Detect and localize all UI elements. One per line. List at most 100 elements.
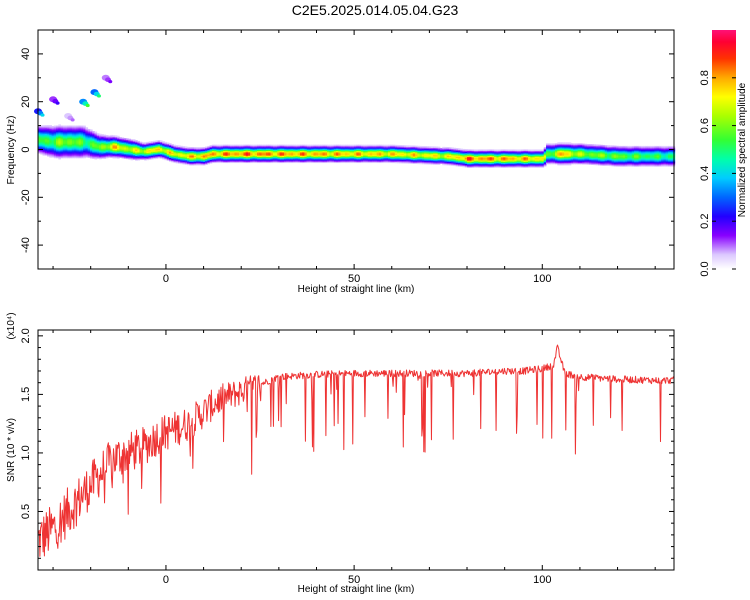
spectrogram-cell — [345, 150, 348, 153]
spectrogram-cell — [166, 142, 170, 145]
spectrogram-cell — [128, 156, 131, 159]
spectrogram-cell — [191, 155, 195, 158]
spectrogram-cell — [464, 162, 468, 164]
spectrogram-cell — [564, 144, 567, 147]
spectrogram-cell — [430, 146, 434, 148]
spectrogram-cell — [600, 159, 603, 161]
spectrogram-cell — [259, 150, 262, 153]
spectrogram-cell — [349, 155, 353, 158]
spectrogram-cell — [178, 151, 181, 153]
spectrogram-cell — [579, 162, 583, 165]
spectrogram-cell — [317, 149, 321, 152]
spectrogram-cell — [500, 151, 504, 154]
spectrogram-cell — [110, 140, 113, 143]
spectrogram-cell — [570, 150, 574, 153]
spectrogram-cell — [71, 137, 75, 140]
spectrogram-cell — [96, 152, 100, 154]
spectrogram-cell — [500, 153, 504, 155]
spectrogram-cell — [476, 149, 479, 152]
spectrogram-cell — [602, 158, 606, 160]
spectrogram-cell — [625, 145, 628, 148]
spectrogram-cell — [577, 160, 581, 162]
spectrogram-cell — [101, 148, 104, 151]
spectrogram-cell — [593, 156, 597, 158]
spectrogram-cell — [200, 153, 204, 155]
spectrogram-cell — [58, 149, 61, 152]
spectrogram-cell — [87, 152, 91, 155]
spectrogram-cell — [74, 144, 77, 147]
spectrogram-cell — [640, 153, 644, 155]
spectrogram-cell — [317, 145, 321, 148]
spectrogram-cell — [577, 145, 581, 148]
spectrogram-cell — [114, 142, 118, 145]
spectrogram-cell — [444, 154, 448, 156]
spectrogram-cell — [324, 160, 328, 162]
spectrogram-cell — [661, 145, 664, 148]
spectrogram-cell — [654, 145, 658, 148]
spectrogram-cell — [385, 151, 389, 154]
spectrogram-upper-branch-blob — [108, 80, 113, 84]
spectrogram-cell — [579, 161, 583, 164]
spectrogram-cell — [455, 163, 459, 166]
spectrogram-cell — [320, 161, 323, 164]
spectrogram-cell — [270, 161, 274, 164]
spectrogram-cell — [234, 153, 238, 155]
spectrogram-cell — [496, 163, 500, 166]
spectrogram-cell — [543, 160, 547, 162]
spectrogram-cell — [130, 150, 134, 152]
spectrogram-cell — [327, 155, 330, 158]
spectrogram-cell — [317, 151, 321, 154]
spectrogram-cell — [209, 148, 213, 151]
spectrogram-cell — [182, 159, 186, 161]
spectrogram-cell — [218, 145, 222, 148]
spectrogram-cell — [243, 161, 247, 164]
spectrogram-cell — [65, 126, 68, 129]
spectrogram-cell — [320, 149, 323, 152]
spectrogram-cell — [44, 125, 48, 127]
spectrogram-cell — [281, 147, 285, 149]
spectrogram-cell — [308, 154, 312, 156]
spectrogram-cell — [162, 153, 165, 155]
spectrogram-cell — [297, 144, 301, 147]
spectrogram-cell — [153, 141, 156, 144]
spectrogram-cell — [457, 153, 461, 155]
spectrogram-cell — [126, 153, 129, 156]
spectrogram-cell — [128, 148, 131, 150]
spectrogram-cell — [164, 150, 168, 152]
spectrogram-cell — [532, 162, 536, 165]
spectrogram-cell — [47, 150, 50, 152]
spectrogram-cell — [96, 153, 100, 156]
spectrogram-cell — [523, 156, 527, 159]
spectrogram-cell — [329, 159, 332, 161]
spectrogram-cell — [196, 155, 199, 158]
spectrogram-cell — [444, 160, 448, 162]
colorbar-tick-label: 0.0 — [699, 261, 711, 276]
spectrogram-cell — [114, 154, 118, 157]
spectrogram-cell — [604, 147, 608, 150]
spectrogram-cell — [417, 147, 420, 149]
spectrogram-cell — [315, 148, 319, 150]
spectrogram-cell — [178, 149, 181, 151]
spectrogram-cell — [288, 149, 292, 152]
spectrogram-cell — [137, 143, 141, 145]
spectrogram-cell — [162, 156, 165, 159]
spectrogram-cell — [209, 154, 213, 157]
spectrogram-cell — [101, 138, 104, 141]
spectrogram-cell — [331, 144, 335, 147]
spectrogram-cell — [47, 135, 50, 138]
spectrogram-cell — [69, 142, 73, 144]
spectrogram-cell — [38, 138, 41, 141]
spectrogram-cell — [541, 163, 545, 166]
spectrogram-cell — [593, 159, 597, 162]
spectrogram-cell — [164, 144, 168, 146]
spectrogram-cell — [428, 152, 432, 154]
spectrogram-cell — [327, 161, 330, 164]
spectrogram-cell — [180, 145, 183, 148]
spectrogram-cell — [49, 150, 52, 152]
spectrogram-cell — [275, 156, 278, 159]
spectrogram-cell — [421, 147, 425, 149]
spectrogram-cell — [94, 148, 98, 150]
spectrogram-cell — [126, 143, 129, 145]
spectrogram-cell — [455, 155, 459, 157]
spectrogram-cell — [135, 154, 138, 156]
